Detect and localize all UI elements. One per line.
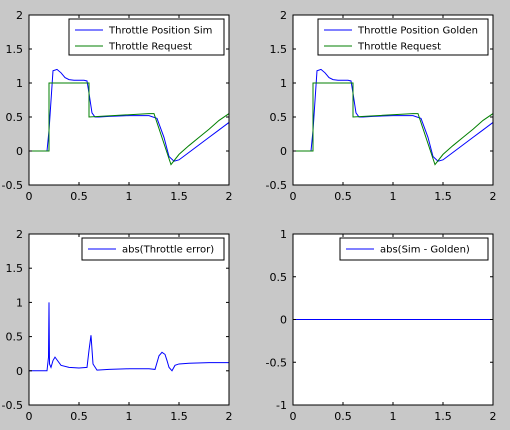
legend-box bbox=[81, 237, 225, 261]
y-tick-label: -0.5 bbox=[2, 179, 23, 192]
series-line-2 bbox=[293, 82, 493, 166]
y-tick-label: 1 bbox=[280, 228, 287, 241]
legend-box bbox=[317, 18, 489, 56]
y-tick-label: -0.5 bbox=[266, 179, 287, 192]
x-tick-label: 0 bbox=[290, 410, 297, 423]
y-tick-label: 0 bbox=[280, 145, 287, 158]
x-tick-label: 0 bbox=[26, 410, 33, 423]
x-tick-label: 2 bbox=[490, 190, 497, 203]
x-tick-label: 2 bbox=[490, 410, 497, 423]
y-tick-label: 1.5 bbox=[6, 262, 24, 275]
x-tick-label: 0 bbox=[290, 190, 297, 203]
y-tick-label: 1 bbox=[16, 296, 23, 309]
plot-lines bbox=[293, 68, 493, 166]
x-tick-label: 1.5 bbox=[434, 410, 452, 423]
y-tick-label: 0 bbox=[16, 145, 23, 158]
series-line-2 bbox=[29, 82, 229, 166]
y-tick-label: -0.5 bbox=[2, 399, 23, 412]
x-tick-label: 1.5 bbox=[170, 190, 188, 203]
y-tick-label: 1 bbox=[16, 77, 23, 90]
legend-label-1: Throttle Position Sim bbox=[108, 26, 212, 37]
y-tick-label: 1.5 bbox=[270, 43, 288, 56]
y-tick-label: 2 bbox=[280, 9, 287, 22]
y-tick-label: 0.5 bbox=[6, 331, 24, 344]
series-line-1 bbox=[29, 302, 229, 372]
x-tick-label: 2 bbox=[226, 190, 233, 203]
x-tick-label: 0 bbox=[26, 190, 33, 203]
x-tick-label: 2 bbox=[226, 410, 233, 423]
x-tick-label: 0.5 bbox=[70, 190, 88, 203]
x-tick-label: 1 bbox=[390, 190, 397, 203]
x-tick-label: 1 bbox=[126, 190, 133, 203]
y-tick-label: 1.5 bbox=[6, 43, 24, 56]
legend-box bbox=[339, 237, 489, 261]
x-tick-label: 0.5 bbox=[334, 410, 352, 423]
y-tick-label: 2 bbox=[16, 228, 23, 241]
legend: abs(Throttle error) bbox=[81, 237, 225, 261]
x-tick-label: 0.5 bbox=[70, 410, 88, 423]
y-tick-label: 2 bbox=[16, 9, 23, 22]
y-tick-label: -0.5 bbox=[266, 356, 287, 369]
plot-lines bbox=[29, 68, 229, 166]
legend: Throttle Position Golden Throttle Request bbox=[317, 18, 489, 56]
y-tick-label: -1 bbox=[276, 399, 287, 412]
y-tick-label: 0.5 bbox=[270, 271, 288, 284]
y-tick-label: 0.5 bbox=[270, 111, 288, 124]
subplot-4: 0 0.5 1 1.5 2 -1 -0.5 0 0.5 1 abs(Sim - Golden) bbox=[266, 228, 497, 423]
x-tick-label: 0.5 bbox=[334, 190, 352, 203]
plot-lines bbox=[29, 302, 229, 372]
legend-label-1: abs(Throttle error) bbox=[122, 245, 214, 256]
x-tick-label: 1 bbox=[126, 410, 133, 423]
legend-label-1: Throttle Position Golden bbox=[357, 26, 478, 37]
legend: abs(Sim - Golden) bbox=[339, 237, 489, 261]
y-tick-label: 1 bbox=[280, 77, 287, 90]
axes-background bbox=[29, 234, 229, 405]
y-tick-label: 0.5 bbox=[6, 111, 24, 124]
legend-label-2: Throttle Request bbox=[108, 42, 192, 53]
legend: Throttle Position Sim Throttle Request bbox=[68, 18, 225, 56]
legend-label-2: Throttle Request bbox=[357, 42, 441, 53]
x-tick-label: 1.5 bbox=[434, 190, 452, 203]
x-tick-label: 1.5 bbox=[170, 410, 188, 423]
legend-label-1: abs(Sim - Golden) bbox=[380, 245, 470, 256]
legend-box bbox=[68, 18, 225, 56]
y-tick-label: 0 bbox=[16, 365, 23, 378]
x-tick-label: 1 bbox=[390, 410, 397, 423]
y-tick-label: 0 bbox=[280, 314, 287, 327]
